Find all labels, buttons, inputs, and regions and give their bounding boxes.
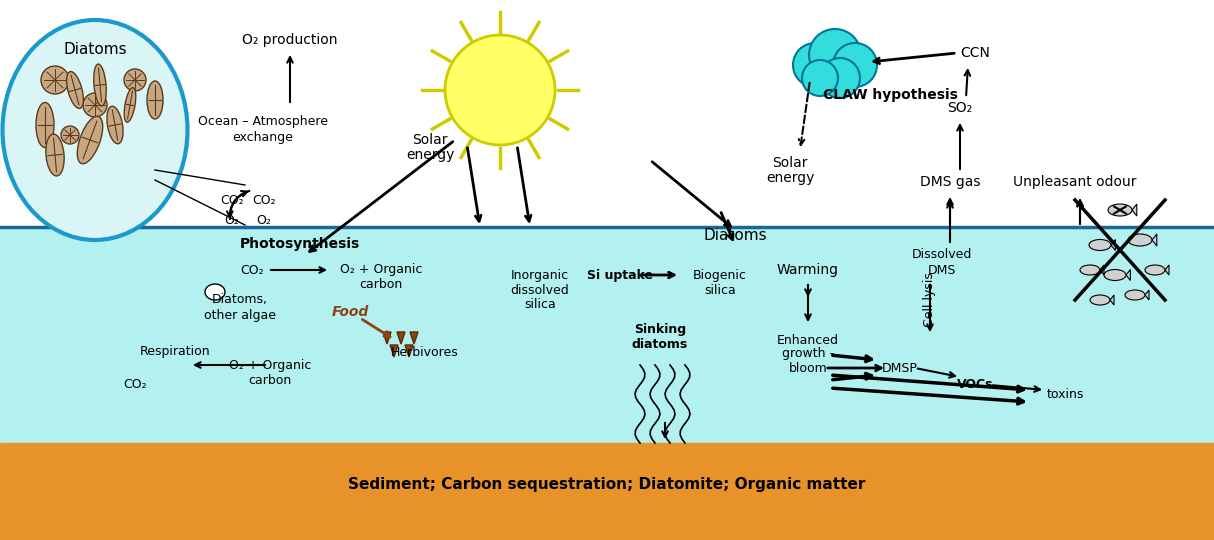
Text: O₂: O₂ [256, 213, 272, 226]
Text: carbon: carbon [249, 374, 291, 387]
Polygon shape [1145, 290, 1148, 300]
Text: O₂ production: O₂ production [243, 33, 337, 47]
Polygon shape [1152, 234, 1157, 246]
Ellipse shape [124, 87, 136, 122]
Circle shape [61, 126, 79, 144]
Text: bloom: bloom [789, 361, 828, 375]
Text: O₂ + Organic: O₂ + Organic [340, 264, 422, 276]
Text: O₂: O₂ [225, 213, 239, 226]
Text: DMS gas: DMS gas [920, 175, 980, 189]
Circle shape [446, 35, 555, 145]
Ellipse shape [1090, 295, 1110, 305]
Ellipse shape [1089, 240, 1111, 251]
Polygon shape [1100, 265, 1104, 275]
Text: Sediment; Carbon sequestration; Diatomite; Organic matter: Sediment; Carbon sequestration; Diatomit… [348, 477, 866, 492]
Text: Diatoms,: Diatoms, [212, 294, 268, 307]
Text: CCN: CCN [960, 46, 989, 60]
Text: Diatoms: Diatoms [63, 43, 126, 57]
Text: Biogenic: Biogenic [693, 268, 747, 281]
Text: DMSP: DMSP [883, 361, 918, 375]
Text: growth -: growth - [782, 348, 834, 361]
Text: CO₂: CO₂ [220, 193, 244, 206]
Text: Warming: Warming [777, 263, 839, 277]
Polygon shape [205, 284, 225, 300]
Text: Inorganic: Inorganic [511, 268, 569, 281]
Circle shape [833, 43, 877, 87]
Ellipse shape [147, 81, 163, 119]
Circle shape [124, 69, 146, 91]
Polygon shape [382, 332, 391, 344]
Ellipse shape [67, 72, 84, 109]
Text: O₂ + Organic: O₂ + Organic [228, 359, 311, 372]
Text: CO₂: CO₂ [253, 193, 276, 206]
Ellipse shape [1080, 265, 1100, 275]
Text: Solar: Solar [772, 156, 807, 170]
Text: silica: silica [524, 299, 556, 312]
Circle shape [802, 60, 838, 96]
Text: VOCs: VOCs [957, 379, 993, 392]
Ellipse shape [46, 134, 64, 176]
Text: Unpleasant odour: Unpleasant odour [1014, 175, 1136, 189]
Ellipse shape [1145, 265, 1165, 275]
Ellipse shape [107, 106, 123, 144]
Text: Food: Food [331, 305, 369, 319]
Circle shape [809, 29, 861, 81]
Ellipse shape [1125, 290, 1145, 300]
Ellipse shape [93, 64, 107, 106]
Circle shape [819, 58, 860, 98]
Ellipse shape [1104, 269, 1127, 280]
Text: Herbivores: Herbivores [391, 346, 459, 359]
Bar [0, 443, 1214, 540]
Text: Ocean – Atmosphere: Ocean – Atmosphere [198, 116, 328, 129]
Text: toxins: toxins [1046, 388, 1084, 402]
Text: energy: energy [405, 148, 454, 162]
Text: CO₂: CO₂ [240, 264, 263, 276]
Text: carbon: carbon [359, 279, 403, 292]
Text: Enhanced: Enhanced [777, 334, 839, 347]
Polygon shape [1111, 240, 1116, 251]
Text: CLAW hypothesis: CLAW hypothesis [823, 88, 958, 102]
Ellipse shape [1108, 204, 1131, 216]
Text: Diatoms: Diatoms [703, 227, 767, 242]
Text: Photosynthesis: Photosynthesis [240, 237, 361, 251]
Polygon shape [1165, 265, 1169, 275]
Polygon shape [397, 332, 405, 344]
Bar [0, 227, 1214, 540]
Text: energy: energy [766, 171, 815, 185]
Text: silica: silica [704, 284, 736, 296]
Text: Dissolved: Dissolved [912, 248, 972, 261]
Circle shape [793, 43, 836, 87]
Ellipse shape [36, 103, 53, 147]
Circle shape [41, 66, 69, 94]
Text: Respiration: Respiration [140, 346, 210, 359]
Ellipse shape [2, 20, 187, 240]
Text: Solar: Solar [413, 133, 448, 147]
Text: DMS: DMS [927, 264, 957, 276]
Polygon shape [1131, 204, 1136, 216]
Text: dissolved: dissolved [511, 284, 569, 296]
Text: Sinking: Sinking [634, 323, 686, 336]
Text: Si uptake: Si uptake [588, 268, 653, 281]
Text: SO₂: SO₂ [947, 101, 972, 115]
Text: Cell lysis: Cell lysis [924, 273, 936, 327]
Text: diatoms: diatoms [631, 338, 688, 350]
Polygon shape [405, 345, 413, 357]
Ellipse shape [1128, 234, 1152, 246]
Text: exchange: exchange [233, 131, 294, 144]
Polygon shape [390, 345, 398, 357]
Text: CO₂: CO₂ [123, 379, 147, 392]
Circle shape [83, 93, 107, 117]
Text: other algae: other algae [204, 308, 276, 321]
Polygon shape [1110, 295, 1114, 305]
Polygon shape [1127, 269, 1130, 280]
Ellipse shape [78, 116, 103, 164]
Polygon shape [410, 332, 418, 344]
